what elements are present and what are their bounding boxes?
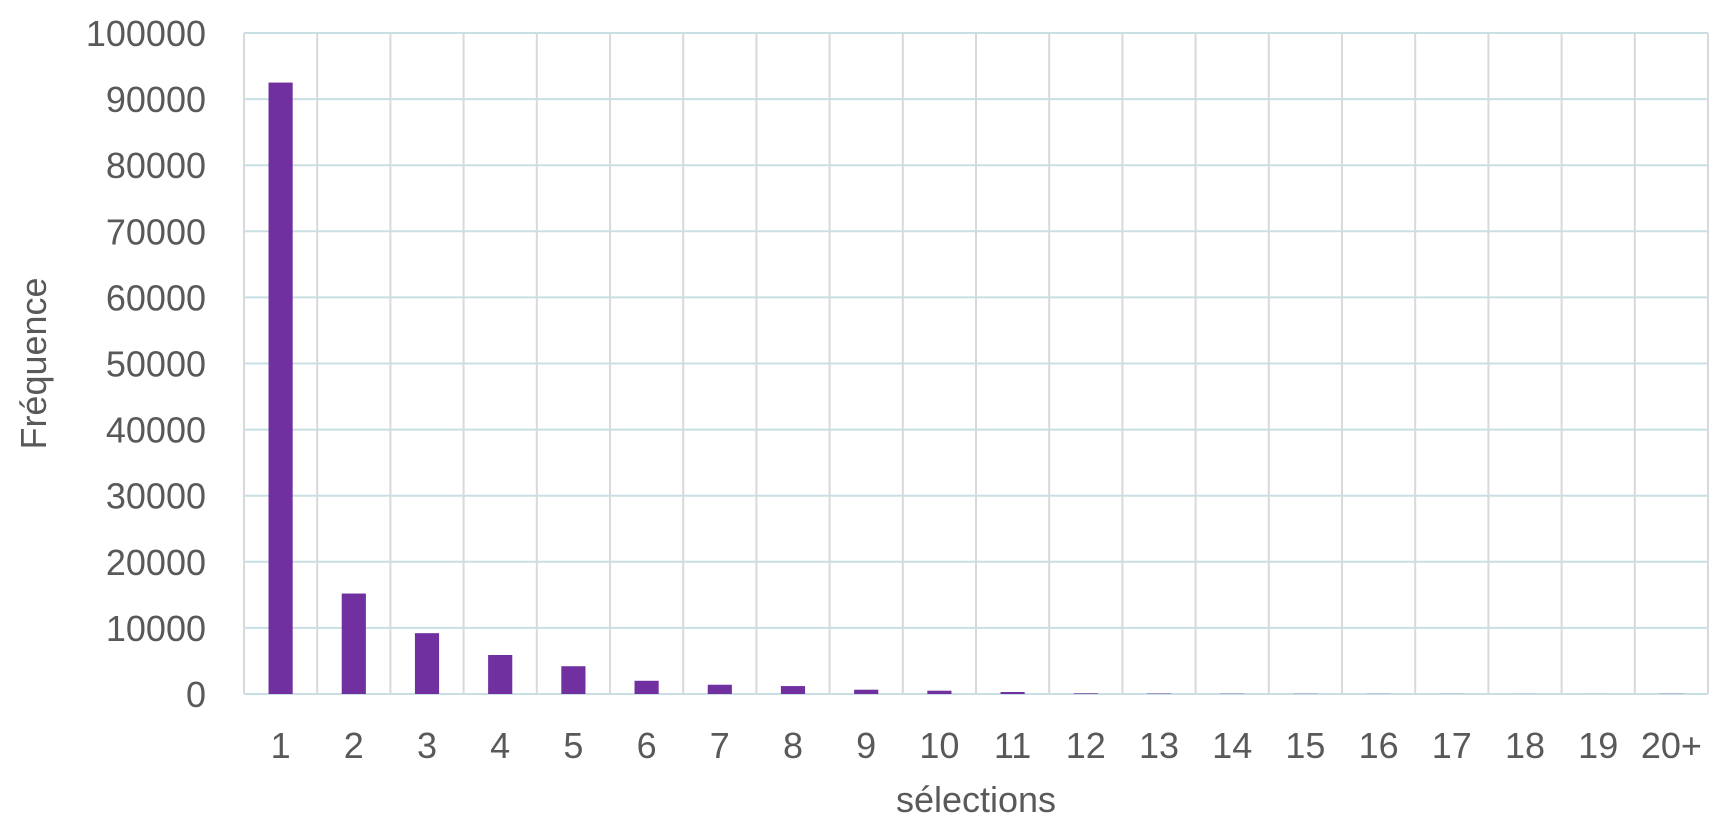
- bar: [854, 689, 879, 694]
- x-tick-label: 15: [1285, 725, 1325, 766]
- x-tick-label: 14: [1212, 725, 1252, 766]
- x-axis-tick-labels: 1 2 3 4 5 6 7 8 9 10 11 12 13 14 15 16 17 18 19 20+: [271, 725, 1702, 766]
- bars: [268, 82, 1684, 694]
- x-tick-label: 1: [271, 725, 291, 766]
- y-tick-label: 60000: [106, 277, 206, 318]
- y-tick-label: 50000: [106, 344, 206, 385]
- bar: [341, 593, 366, 694]
- y-axis-title: Fréquence: [13, 277, 54, 449]
- y-tick-label: 0: [186, 674, 206, 715]
- bar: [268, 82, 293, 694]
- bar: [1073, 693, 1098, 694]
- y-tick-label: 10000: [106, 608, 206, 649]
- x-tick-label: 7: [710, 725, 730, 766]
- bar: [927, 690, 952, 694]
- y-tick-label: 40000: [106, 410, 206, 451]
- bar: [707, 684, 732, 694]
- x-tick-label: 13: [1139, 725, 1179, 766]
- y-tick-label: 80000: [106, 145, 206, 186]
- bar: [561, 666, 586, 694]
- x-tick-label: 12: [1066, 725, 1106, 766]
- x-tick-label: 18: [1505, 725, 1545, 766]
- x-tick-label: 11: [994, 725, 1031, 766]
- grid: [243, 32, 1709, 695]
- x-tick-label: 3: [417, 725, 437, 766]
- y-axis-tick-labels: 0 10000 20000 30000 40000 50000 60000 70000 8000…: [86, 13, 206, 715]
- bar: [780, 686, 806, 694]
- x-tick-label: 4: [490, 725, 510, 766]
- x-tick-label: 16: [1359, 725, 1399, 766]
- y-tick-label: 90000: [106, 79, 206, 120]
- bar: [414, 633, 440, 694]
- y-tick-label: 30000: [106, 476, 206, 517]
- x-tick-label: 20+: [1641, 725, 1702, 766]
- x-axis-title: sélections: [896, 779, 1056, 819]
- x-tick-label: 2: [344, 725, 364, 766]
- x-tick-label: 6: [637, 725, 657, 766]
- bar: [634, 680, 659, 694]
- y-tick-label: 70000: [106, 211, 206, 252]
- bar: [1000, 692, 1025, 694]
- x-tick-label: 9: [856, 725, 876, 766]
- y-tick-label: 20000: [106, 542, 206, 583]
- bar: [488, 655, 513, 694]
- x-tick-label: 17: [1432, 725, 1472, 766]
- x-tick-label: 10: [919, 725, 959, 766]
- y-tick-label: 100000: [86, 13, 206, 54]
- x-tick-label: 8: [783, 725, 803, 766]
- x-tick-label: 19: [1578, 725, 1618, 766]
- x-tick-label: 5: [563, 725, 583, 766]
